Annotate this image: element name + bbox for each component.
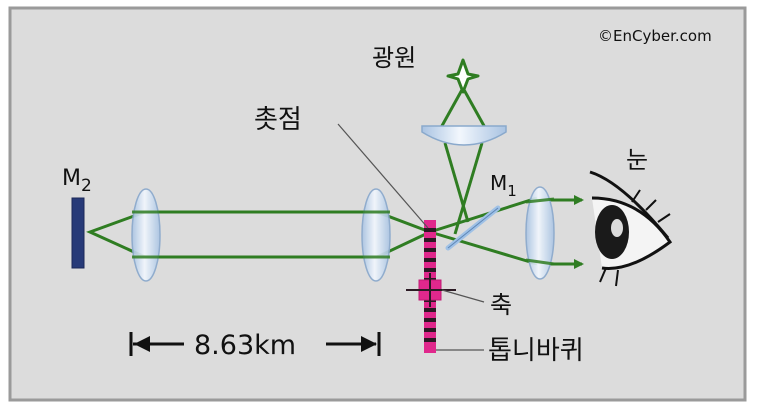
- beam-splitter-m1-edge: [447, 207, 499, 249]
- focus-point-leader: [337, 123, 429, 229]
- eye-lashes: [599, 189, 671, 287]
- distance-label: 8.63km: [194, 330, 296, 361]
- wheel-tooth: [424, 248, 436, 252]
- mirror-m2-label-base: M: [62, 166, 81, 191]
- wheel-tooth: [424, 338, 436, 342]
- wheel-tooth: [424, 328, 436, 332]
- wheel-tooth: [424, 228, 436, 232]
- light-source-icon: [446, 58, 480, 94]
- toothed-wheel: [406, 220, 456, 353]
- source-beam-right: [453, 142, 484, 235]
- eye-lash: [645, 199, 657, 211]
- beam-overlays: [132, 197, 555, 266]
- beam-out-upper: [429, 196, 538, 234]
- wheel-tooth: [424, 258, 436, 262]
- axis-label: 축: [490, 291, 512, 319]
- lens-eyepiece: [525, 186, 555, 280]
- mirror-m1-label: M1: [490, 171, 517, 200]
- eye-label: 눈: [626, 146, 648, 174]
- distance-arrow-left: [134, 336, 150, 352]
- eye-icon: [589, 170, 673, 287]
- lens-condenser: [421, 125, 507, 146]
- light-source-label: 광원: [372, 44, 416, 72]
- beam-overlay-eye-upper: [525, 197, 555, 204]
- beam-m2-cone: [86, 210, 146, 259]
- distance-arrow-right: [361, 336, 377, 352]
- light-beams: [86, 87, 584, 269]
- mirror-m1-label-sub: 1: [507, 182, 517, 200]
- mirror-m2: [71, 197, 85, 269]
- toothed-wheel-label: 톱니바퀴: [488, 336, 584, 366]
- mirror-m2-label: M2: [62, 166, 92, 196]
- lens-middle: [361, 188, 391, 282]
- eye-lash: [599, 267, 607, 283]
- focus-point-label: 촛점: [254, 105, 302, 135]
- eye-lash: [631, 189, 641, 203]
- wheel-tooth: [424, 318, 436, 322]
- wheel-tooth: [424, 238, 436, 242]
- lens-left: [131, 188, 161, 282]
- beam-overlay-eye-lower: [525, 258, 555, 266]
- beam-out-lower: [429, 230, 538, 266]
- mirror-m2-label-sub: 2: [81, 176, 92, 196]
- wheel-tooth: [424, 308, 436, 312]
- distance-dimension: 8.63km: [129, 330, 381, 361]
- source-beam-left: [443, 142, 470, 223]
- mirror-m1-label-base: M: [490, 171, 507, 195]
- eye-highlight: [611, 219, 623, 237]
- eye-lash: [615, 269, 619, 287]
- wheel-tooth: [424, 268, 436, 272]
- eye-lash: [657, 213, 671, 223]
- copyright-label: ©EnCyber.com: [598, 27, 712, 45]
- axis-leader: [441, 289, 485, 303]
